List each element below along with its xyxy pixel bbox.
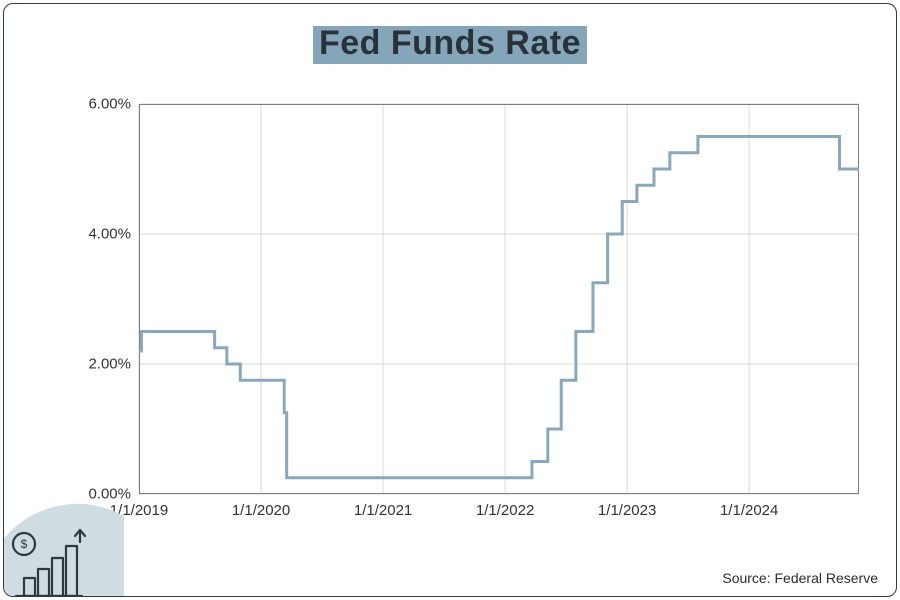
x-axis-label: 1/1/2022	[476, 502, 534, 519]
source-attribution: Source: Federal Reserve	[722, 570, 878, 586]
y-axis-label: 6.00%	[88, 96, 131, 113]
chart-svg	[139, 104, 859, 494]
x-axis-label: 1/1/2023	[598, 502, 656, 519]
chart-plot-area: 0.00%2.00%4.00%6.00%1/1/20191/1/20201/1/…	[139, 104, 859, 494]
x-axis-label: 1/1/2024	[720, 502, 778, 519]
x-axis-label: 1/1/2020	[232, 502, 290, 519]
chart-title: Fed Funds Rate	[313, 26, 587, 64]
title-container: Fed Funds Rate	[4, 26, 896, 64]
card-frame: { "title": "Fed Funds Rate", "title_styl…	[3, 3, 897, 597]
y-axis-label: 4.00%	[88, 226, 131, 243]
y-axis-label: 2.00%	[88, 356, 131, 373]
y-axis-label: 0.00%	[88, 486, 131, 503]
x-axis-label: 1/1/2019	[110, 502, 168, 519]
svg-text:$: $	[21, 537, 28, 551]
x-axis-label: 1/1/2021	[354, 502, 412, 519]
